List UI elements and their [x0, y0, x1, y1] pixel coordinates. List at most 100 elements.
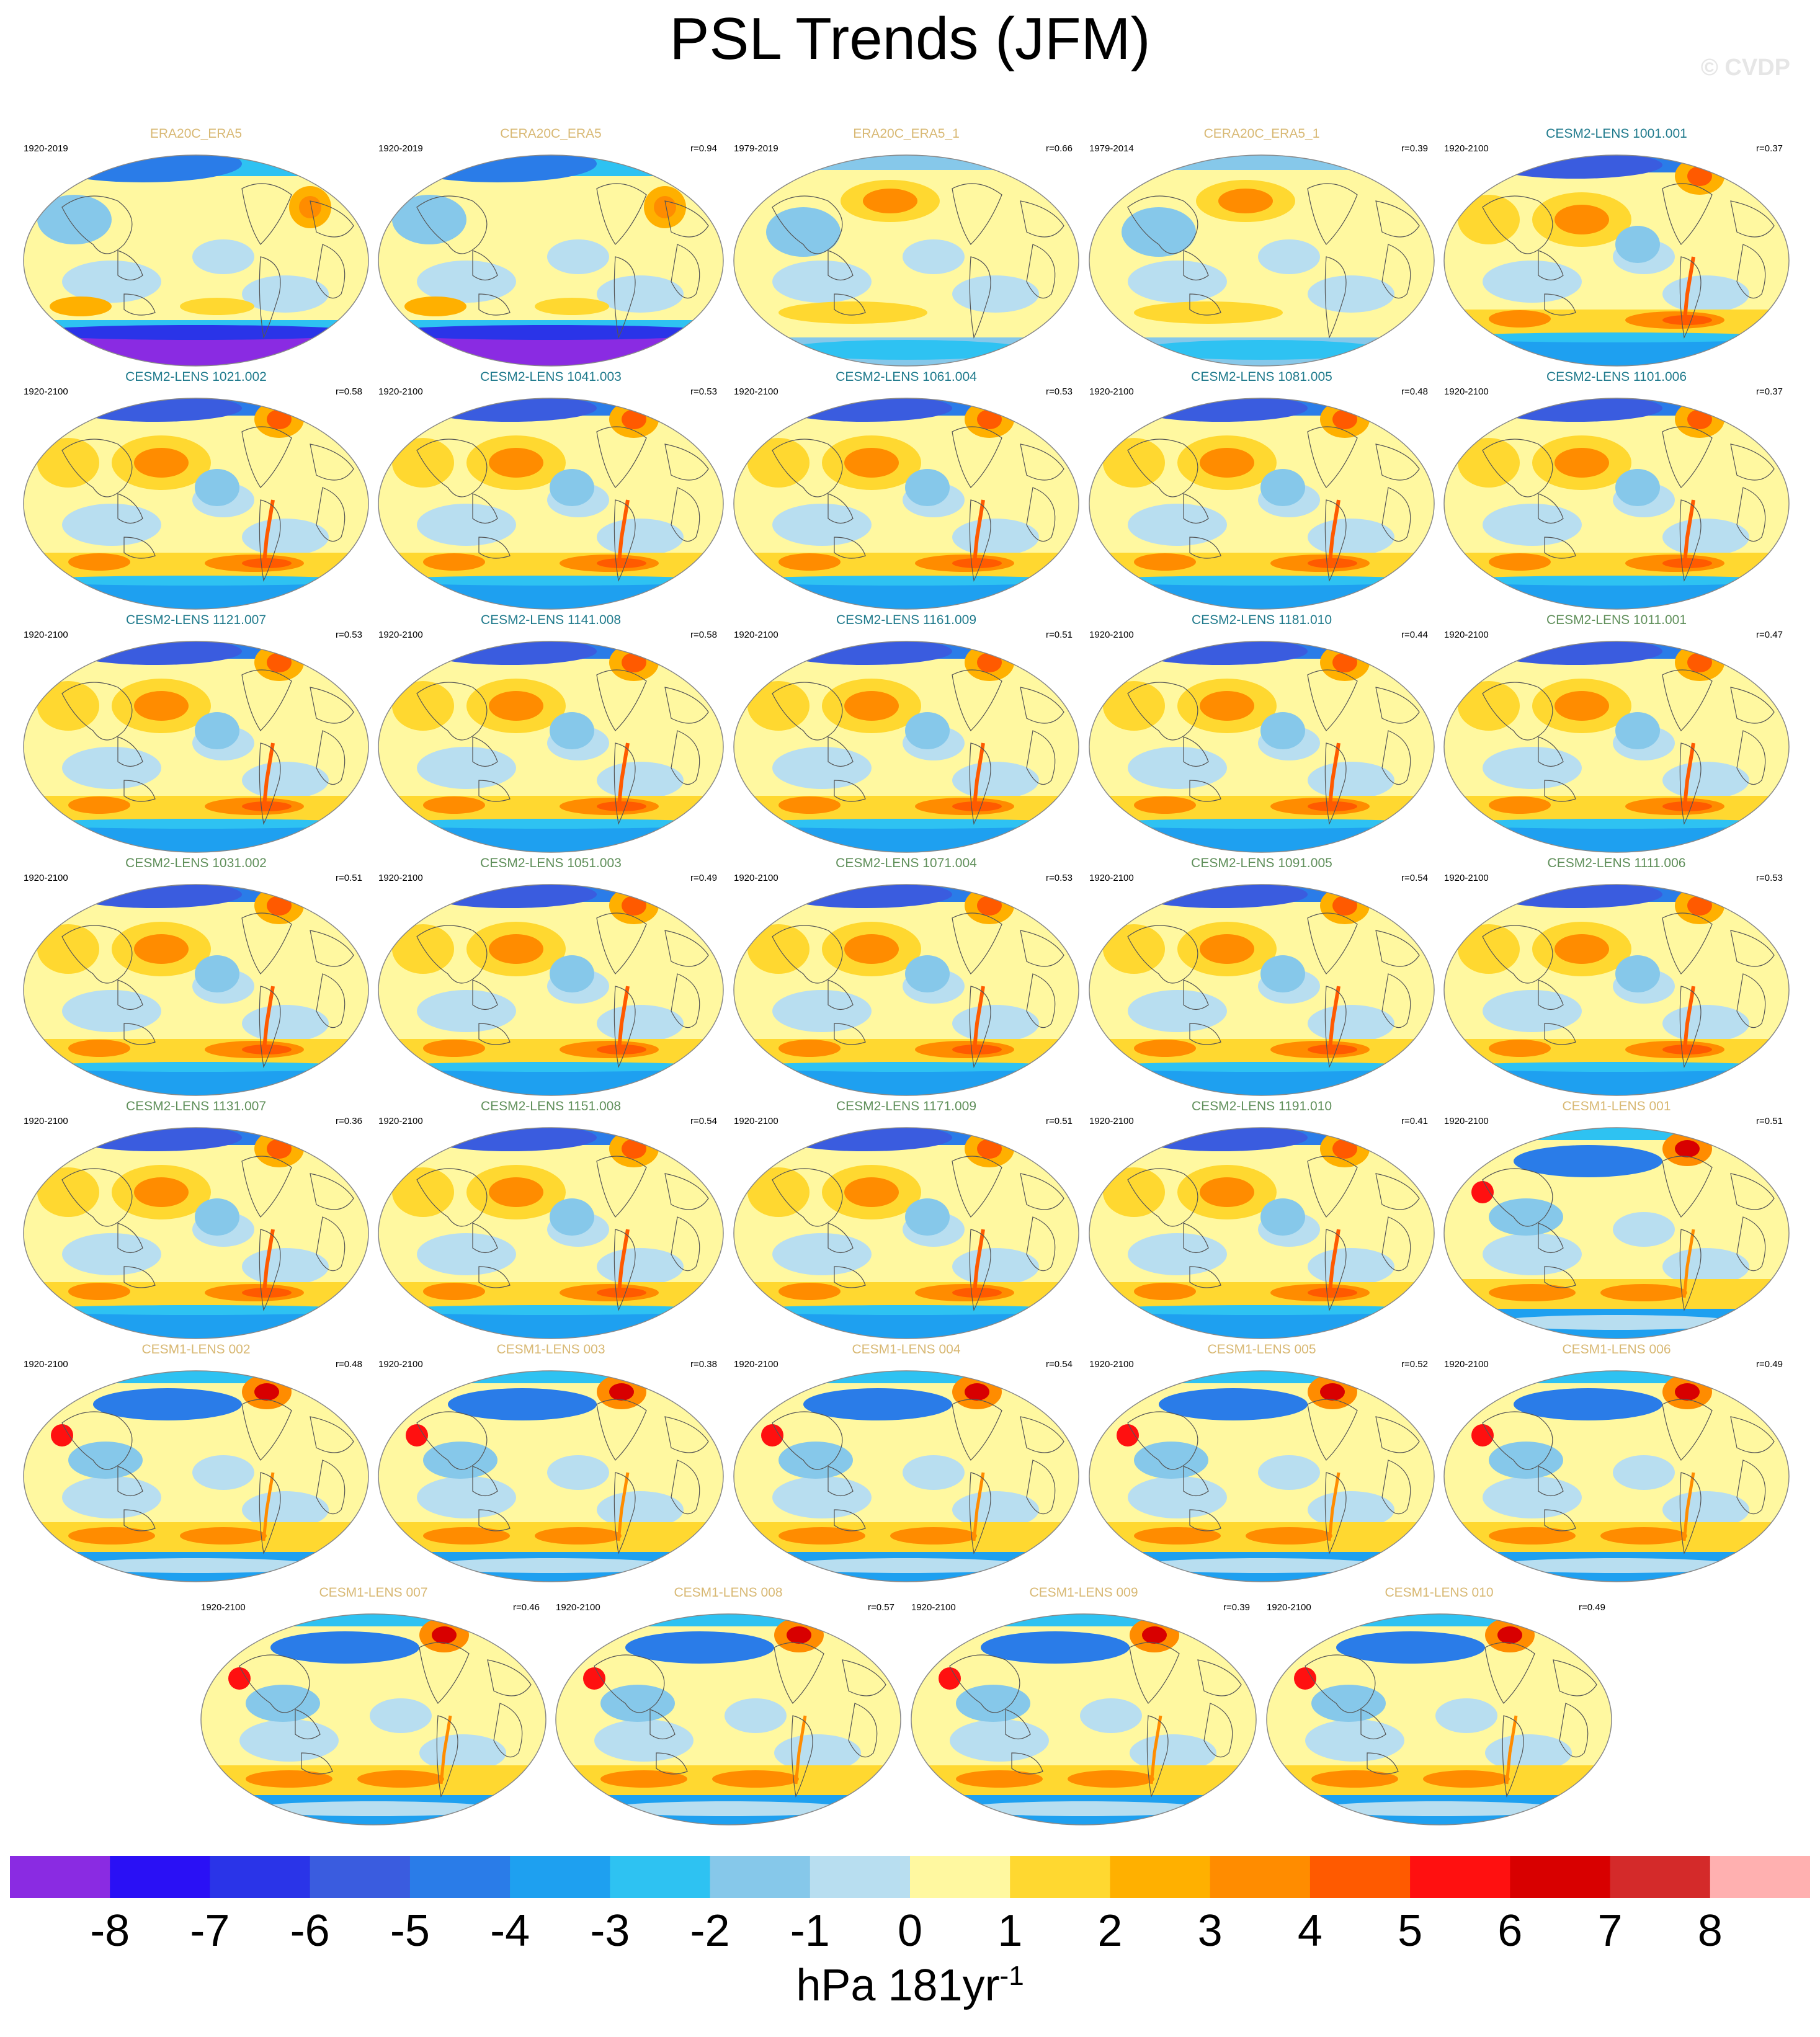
- panel-correlation: r=0.53: [1756, 873, 1783, 883]
- map-panel: CESM2-LENS 1091.005 1920-2100 r=0.54: [1084, 856, 1439, 1099]
- panel-title: CESM2-LENS 1061.004: [836, 370, 977, 384]
- panel-period: 1979-2014: [1089, 143, 1134, 154]
- panel-correlation: r=0.47: [1756, 630, 1783, 640]
- panel-period: 1920-2100: [734, 1116, 778, 1126]
- panel-correlation: r=0.38: [690, 1359, 717, 1370]
- panel-correlation: r=0.53: [336, 630, 362, 640]
- map-panel: CESM1-LENS 006 1920-2100 r=0.49: [1439, 1342, 1794, 1585]
- panel-correlation: r=0.48: [1401, 386, 1428, 397]
- colorbar-tick-label: -2: [690, 1906, 730, 1956]
- panel-map: [733, 641, 1079, 853]
- map-panel: CESM1-LENS 005 1920-2100 r=0.52: [1084, 1342, 1439, 1585]
- panel-correlation: r=0.53: [1046, 873, 1073, 883]
- panel-map: [23, 641, 369, 853]
- panel-map: [1443, 154, 1790, 367]
- map-panel: CESM2-LENS 1131.007 1920-2100 r=0.36: [19, 1099, 373, 1342]
- units-main: hPa 181yr: [796, 1961, 1000, 2010]
- panel-map: [1089, 1370, 1435, 1582]
- colorbar-bin: [1610, 1856, 1711, 1898]
- colorbar-tick-label: 6: [1497, 1906, 1523, 1956]
- panel-correlation: r=0.44: [1401, 630, 1428, 640]
- colorbar: [10, 1856, 1810, 1898]
- panel-title: CESM2-LENS 1161.009: [836, 613, 977, 627]
- panel-period: 1920-2100: [1089, 386, 1134, 397]
- panel-correlation: r=0.41: [1401, 1116, 1428, 1126]
- panel-correlation: r=0.54: [1046, 1359, 1073, 1370]
- map-panel: CESM2-LENS 1171.009 1920-2100 r=0.51: [729, 1099, 1084, 1342]
- panel-correlation: r=0.94: [690, 143, 717, 154]
- panel-map: [23, 1127, 369, 1339]
- panel-map: [23, 884, 369, 1096]
- panel-map: [1443, 641, 1790, 853]
- figure-title: PSL Trends (JFM): [669, 6, 1151, 72]
- panel-title: CESM1-LENS 006: [1562, 1342, 1671, 1357]
- panel-period: 1920-2100: [1444, 630, 1489, 640]
- panel-period: 1920-2019: [378, 143, 423, 154]
- panel-map: [733, 398, 1079, 610]
- panel-map: [378, 398, 724, 610]
- panel-map: [1443, 1370, 1790, 1582]
- panel-title: CESM1-LENS 005: [1207, 1342, 1316, 1357]
- panel-map: [1443, 884, 1790, 1096]
- panel-correlation: r=0.66: [1046, 143, 1073, 154]
- map-panel: CESM2-LENS 1031.002 1920-2100 r=0.51: [19, 856, 373, 1099]
- panel-title: CESM1-LENS 008: [674, 1585, 783, 1600]
- panel-map: [1089, 884, 1435, 1096]
- panel-period: 1920-2100: [378, 386, 423, 397]
- panel-correlation: r=0.48: [336, 1359, 362, 1370]
- colorbar-bin: [1410, 1856, 1510, 1898]
- panel-map: [1266, 1613, 1612, 1825]
- colorbar-tick-label: 3: [1197, 1906, 1223, 1956]
- map-panel: CESM2-LENS 1061.004 1920-2100 r=0.53: [729, 370, 1084, 613]
- panel-period: 1920-2100: [911, 1602, 956, 1613]
- colorbar-bin: [409, 1856, 511, 1898]
- panel-correlation: r=0.39: [1401, 143, 1428, 154]
- map-panel: CESM1-LENS 009 1920-2100 r=0.39: [906, 1585, 1261, 1829]
- panel-map: [1089, 398, 1435, 610]
- colorbar-tick-label: 1: [997, 1906, 1023, 1956]
- panel-correlation: r=0.53: [1046, 386, 1073, 397]
- panel-correlation: r=0.54: [690, 1116, 717, 1126]
- panel-map: [378, 1370, 724, 1582]
- map-panel: ERA20C_ERA5_1 1979-2019 r=0.66: [729, 127, 1084, 370]
- panel-map: [1443, 398, 1790, 610]
- colorbar-tick-labels: -8 -7 -6 -5 -4 -3 -2 -1 0 1 2 3 4 5 6 7 8: [0, 1906, 1820, 1961]
- map-panel: CESM2-LENS 1161.009 1920-2100 r=0.51: [729, 613, 1084, 856]
- panel-title: CESM2-LENS 1081.005: [1191, 370, 1332, 384]
- map-panel: CESM2-LENS 1011.001 1920-2100 r=0.47: [1439, 613, 1794, 856]
- panel-period: 1920-2100: [1444, 873, 1489, 883]
- colorbar-bin: [110, 1856, 211, 1898]
- panel-correlation: r=0.37: [1756, 143, 1783, 154]
- panel-title: CESM2-LENS 1141.008: [480, 613, 622, 627]
- panel-correlation: r=0.49: [690, 873, 717, 883]
- map-panel: CESM2-LENS 1101.006 1920-2100 r=0.37: [1439, 370, 1794, 613]
- colorbar-bin: [1010, 1856, 1111, 1898]
- panel-period: 1920-2100: [24, 630, 68, 640]
- panel-period: 1920-2100: [378, 873, 423, 883]
- panel-map: [911, 1613, 1257, 1825]
- colorbar-bin: [1309, 1856, 1411, 1898]
- panel-title: CESM1-LENS 009: [1029, 1585, 1138, 1600]
- colorbar-units: hPa 181yr-1: [0, 1960, 1820, 2011]
- panel-title: CESM2-LENS 1181.010: [1191, 613, 1332, 627]
- colorbar-tick-label: 4: [1297, 1906, 1323, 1956]
- panel-correlation: r=0.52: [1401, 1359, 1428, 1370]
- panel-correlation: r=0.53: [690, 386, 717, 397]
- colorbar-bin: [210, 1856, 311, 1898]
- colorbar-tick-label: -1: [790, 1906, 830, 1956]
- panel-map: [1089, 1127, 1435, 1339]
- panel-period: 1920-2100: [1089, 1359, 1134, 1370]
- panel-period: 1920-2100: [1089, 1116, 1134, 1126]
- panel-title: CESM1-LENS 010: [1385, 1585, 1494, 1600]
- panel-title: CERA20C_ERA5_1: [1203, 127, 1320, 141]
- panel-period: 1920-2019: [24, 143, 68, 154]
- panel-title: CESM2-LENS 1121.007: [125, 613, 267, 627]
- panel-map: [378, 154, 724, 367]
- map-panel: ERA20C_ERA5 1920-2019: [19, 127, 373, 370]
- panel-correlation: r=0.54: [1401, 873, 1428, 883]
- map-panel: CESM1-LENS 004 1920-2100 r=0.54: [729, 1342, 1084, 1585]
- map-panel: CESM2-LENS 1051.003 1920-2100 r=0.49: [373, 856, 728, 1099]
- colorbar-tick-label: 5: [1398, 1906, 1423, 1956]
- map-panel: CESM2-LENS 1001.001 1920-2100 r=0.37: [1439, 127, 1794, 370]
- panel-period: 1920-2100: [1089, 630, 1134, 640]
